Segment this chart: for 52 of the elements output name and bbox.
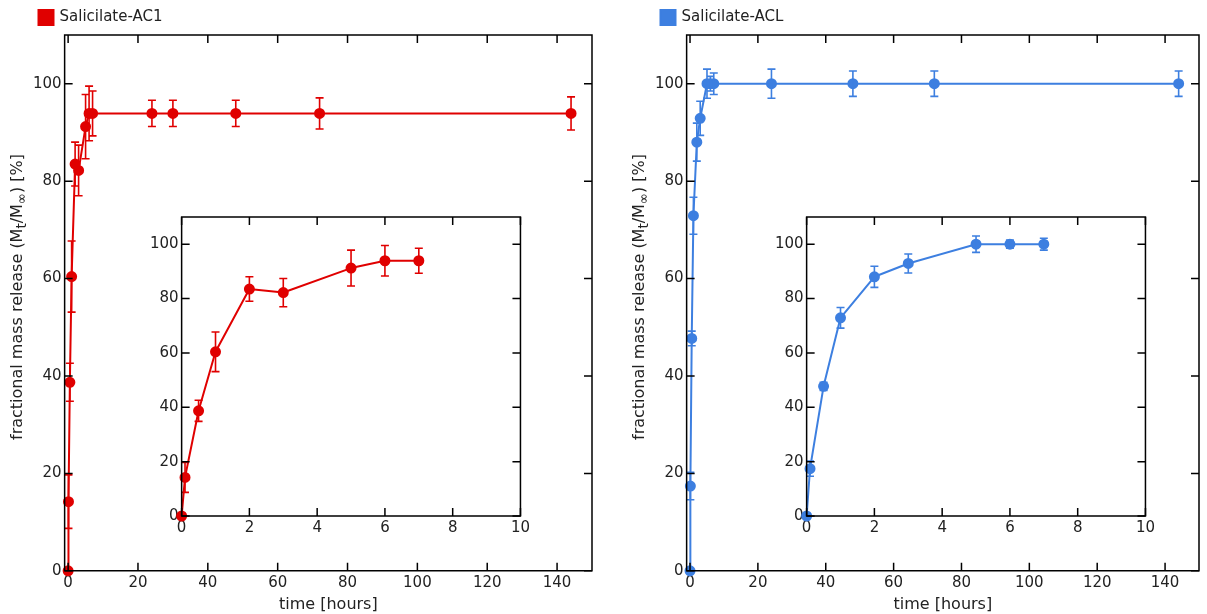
y-tick-label: 60: [159, 342, 179, 361]
x-tick-label: 80: [337, 572, 358, 591]
y-tick-label: 20: [159, 451, 179, 470]
x-tick-label: 10: [510, 517, 530, 536]
x-tick-label: 20: [748, 572, 768, 591]
x-tick-label: 80: [951, 572, 972, 591]
y-tick-label: 0: [794, 505, 804, 524]
x-tick-label: 60: [268, 572, 288, 591]
y-tick-label: 20: [664, 463, 684, 482]
y-tick-label: 100: [32, 73, 62, 92]
x-tick-label: 120: [472, 572, 502, 591]
y-tick-label: 40: [664, 365, 684, 384]
y-tick-label: 0: [674, 560, 684, 579]
x-tick-label: 60: [884, 572, 904, 591]
x-tick-label: 8: [1072, 517, 1083, 536]
x-tick-label: 2: [244, 517, 255, 536]
y-tick-label: 60: [784, 342, 804, 361]
y-tick-label: 80: [664, 171, 684, 190]
y-tick-label: 80: [42, 171, 62, 190]
y-tick-label: 40: [42, 365, 62, 384]
y-tick-label: 100: [149, 234, 179, 253]
x-tick-label: 140: [542, 572, 572, 591]
y-tick-label: 80: [159, 288, 179, 307]
y-tick-label: 0: [169, 505, 179, 524]
y-tick-label: 20: [784, 451, 804, 470]
y-tick-label: 100: [654, 73, 684, 92]
x-tick-label: 10: [1135, 517, 1155, 536]
x-tick-label: 4: [937, 517, 947, 536]
y-tick-label: 0: [52, 560, 62, 579]
x-tick-label: 100: [403, 572, 432, 591]
y-tick-label: 40: [784, 397, 804, 416]
y-tick-label: 60: [42, 268, 62, 287]
x-tick-label: 40: [816, 572, 836, 591]
x-tick-label: 100: [1015, 572, 1044, 591]
x-tick-label: 4: [312, 517, 322, 536]
y-tick-label: 20: [42, 463, 62, 482]
y-tick-label: 100: [774, 234, 804, 253]
y-tick-label: 40: [159, 397, 179, 416]
x-tick-label: 140: [1150, 572, 1180, 591]
x-tick-label: 8: [447, 517, 458, 536]
x-axis-title: time [hours]: [893, 593, 993, 613]
x-tick-label: 120: [1082, 572, 1112, 591]
x-tick-label: 40: [198, 572, 218, 591]
x-tick-label: 6: [380, 517, 390, 536]
legend-label: Salicilate-AC1: [59, 7, 163, 26]
x-tick-label: 6: [1005, 517, 1015, 536]
x-axis-title: time [hours]: [278, 593, 378, 613]
x-tick-label: 20: [128, 572, 148, 591]
legend-label: Salicilate-ACL: [681, 7, 784, 26]
y-tick-label: 80: [784, 288, 804, 307]
x-tick-label: 2: [869, 517, 880, 536]
y-tick-label: 60: [664, 268, 684, 287]
